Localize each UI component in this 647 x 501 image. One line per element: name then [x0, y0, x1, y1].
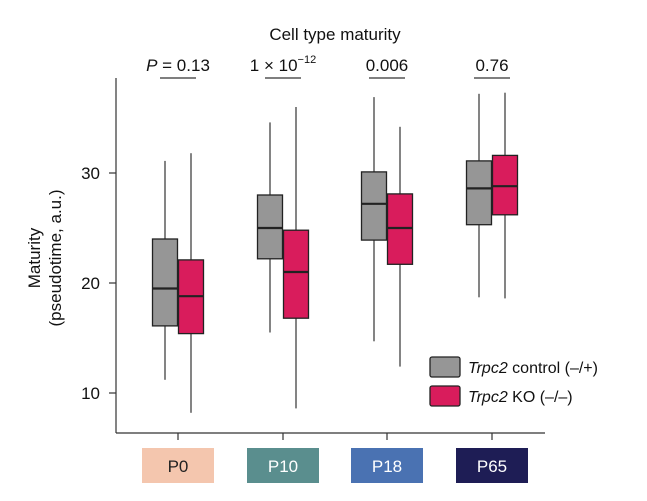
box-ko-p65: [491, 92, 519, 299]
box-control-p18: [360, 97, 388, 342]
category-box-p0: [142, 448, 214, 483]
legend-label-ko-italic: Trpc2: [468, 389, 508, 406]
legend-swatch-ko: [429, 385, 461, 407]
box-ko-p10: [282, 107, 310, 409]
pvalue-label-p0: P = 0.13: [146, 56, 210, 75]
pvalue-text: 0.006: [366, 56, 409, 75]
iqr-box: [151, 238, 179, 327]
legend-label-control-rest: control (–/+): [508, 360, 598, 377]
pvalue-text: 0.76: [475, 56, 508, 75]
y-axis-label-line1: Maturity: [25, 227, 44, 288]
legend-label-control-italic: Trpc2: [468, 360, 508, 377]
category-label-p0: P0: [168, 457, 189, 476]
category-box-p10: [247, 448, 319, 483]
pvalue-prefix: P: [146, 56, 158, 75]
category-label-p18: P18: [372, 457, 402, 476]
iqr-box: [360, 171, 388, 241]
box-control-p0: [151, 160, 179, 380]
pvalue-label-p65: 0.76: [475, 56, 508, 75]
box-control-p65: [465, 93, 493, 298]
chart-title: Cell type maturity: [269, 25, 401, 44]
y-tick-label-30: 30: [81, 164, 100, 183]
box-control-p10: [256, 122, 284, 333]
box-ko-p0: [177, 153, 205, 413]
category-box-p18: [351, 448, 423, 483]
iqr-box: [465, 160, 493, 226]
category-label-p65: P65: [477, 457, 507, 476]
category-box-p65: [456, 448, 528, 483]
pvalue-text: = 0.13: [157, 56, 209, 75]
legend: Trpc2 control (–/+) Trpc2 KO (–/–): [429, 356, 598, 407]
legend-swatch-control: [429, 356, 461, 378]
pvalue-text: 1 × 10: [250, 56, 298, 75]
pvalue-label-p18: 0.006: [366, 56, 409, 75]
legend-label-ko: Trpc2 KO (–/–): [468, 389, 573, 406]
iqr-box: [282, 229, 310, 319]
category-label-p10: P10: [268, 457, 298, 476]
y-axis-label-line2: (pseudotime, a.u.): [46, 189, 65, 326]
y-tick-label-10: 10: [81, 384, 100, 403]
pvalue-label-p10: 1 × 10−12: [250, 54, 316, 75]
legend-label-control: Trpc2 control (–/+): [468, 360, 598, 377]
y-tick-label-20: 20: [81, 274, 100, 293]
y-axis-label: Maturity (pseudotime, a.u.): [25, 189, 65, 326]
legend-label-ko-rest: KO (–/–): [508, 389, 573, 406]
pvalue-exponent: −12: [298, 54, 317, 66]
box-ko-p18: [386, 126, 414, 367]
